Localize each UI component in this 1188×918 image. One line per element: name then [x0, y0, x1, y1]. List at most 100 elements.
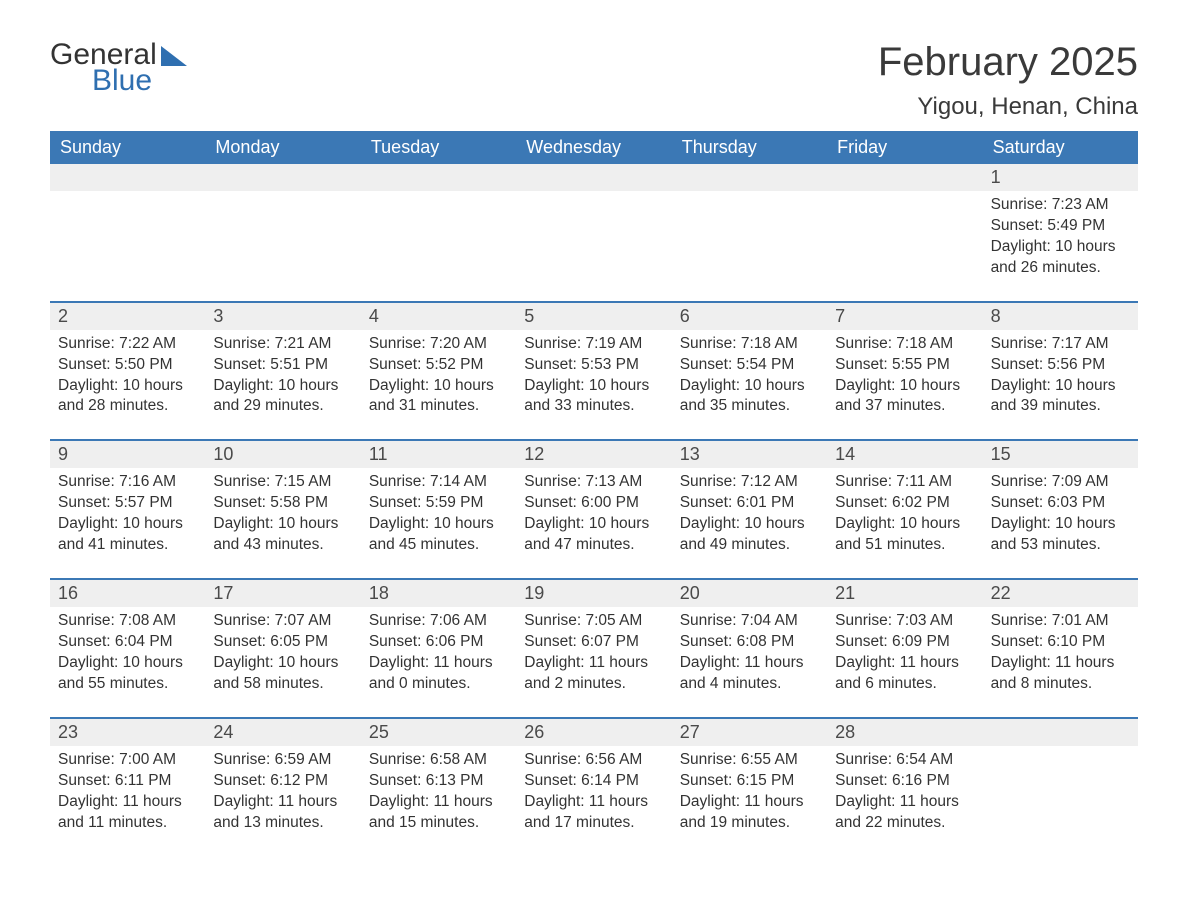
day-number [672, 164, 827, 191]
day-cell: Sunrise: 7:07 AMSunset: 6:05 PMDaylight:… [205, 607, 360, 705]
sunset-text: Sunset: 6:10 PM [991, 632, 1130, 653]
day-number: 27 [672, 719, 827, 746]
sunset-text: Sunset: 6:06 PM [369, 632, 508, 653]
day-cell: Sunrise: 7:21 AMSunset: 5:51 PMDaylight:… [205, 330, 360, 428]
day-cell: Sunrise: 7:05 AMSunset: 6:07 PMDaylight:… [516, 607, 671, 705]
calendar-week: 232425262728 Sunrise: 7:00 AMSunset: 6:11… [50, 717, 1138, 844]
day-cell [50, 191, 205, 289]
daylight-text: Daylight: 10 hours and 26 minutes. [991, 237, 1130, 279]
day-number: 16 [50, 580, 205, 607]
day-cell: Sunrise: 7:06 AMSunset: 6:06 PMDaylight:… [361, 607, 516, 705]
day-number [50, 164, 205, 191]
sunrise-text: Sunrise: 7:00 AM [58, 750, 197, 771]
day-number: 14 [827, 441, 982, 468]
day-number: 1 [983, 164, 1138, 191]
dow-saturday: Saturday [983, 131, 1138, 164]
day-number: 25 [361, 719, 516, 746]
day-cell: Sunrise: 7:01 AMSunset: 6:10 PMDaylight:… [983, 607, 1138, 705]
dow-sunday: Sunday [50, 131, 205, 164]
sunset-text: Sunset: 5:51 PM [213, 355, 352, 376]
day-number: 5 [516, 303, 671, 330]
daylight-text: Daylight: 10 hours and 39 minutes. [991, 376, 1130, 418]
day-cell: Sunrise: 6:56 AMSunset: 6:14 PMDaylight:… [516, 746, 671, 844]
day-number: 24 [205, 719, 360, 746]
day-cell: Sunrise: 7:09 AMSunset: 6:03 PMDaylight:… [983, 468, 1138, 566]
daylight-text: Daylight: 10 hours and 35 minutes. [680, 376, 819, 418]
day-number: 11 [361, 441, 516, 468]
sunset-text: Sunset: 6:08 PM [680, 632, 819, 653]
day-cell: Sunrise: 7:03 AMSunset: 6:09 PMDaylight:… [827, 607, 982, 705]
sunset-text: Sunset: 6:01 PM [680, 493, 819, 514]
day-cell [205, 191, 360, 289]
calendar: Sunday Monday Tuesday Wednesday Thursday… [50, 131, 1138, 843]
sunrise-text: Sunrise: 7:08 AM [58, 611, 197, 632]
sunrise-text: Sunrise: 7:09 AM [991, 472, 1130, 493]
day-cell: Sunrise: 7:12 AMSunset: 6:01 PMDaylight:… [672, 468, 827, 566]
day-number: 18 [361, 580, 516, 607]
day-number-row: 232425262728 [50, 719, 1138, 746]
day-number: 6 [672, 303, 827, 330]
day-number: 9 [50, 441, 205, 468]
day-number [516, 164, 671, 191]
day-number: 17 [205, 580, 360, 607]
sunset-text: Sunset: 5:53 PM [524, 355, 663, 376]
sunrise-text: Sunrise: 7:23 AM [991, 195, 1130, 216]
daylight-text: Daylight: 10 hours and 49 minutes. [680, 514, 819, 556]
sunrise-text: Sunrise: 6:59 AM [213, 750, 352, 771]
daylight-text: Daylight: 10 hours and 29 minutes. [213, 376, 352, 418]
daylight-text: Daylight: 11 hours and 4 minutes. [680, 653, 819, 695]
sunset-text: Sunset: 6:11 PM [58, 771, 197, 792]
daylight-text: Daylight: 11 hours and 13 minutes. [213, 792, 352, 834]
day-number: 2 [50, 303, 205, 330]
calendar-week: 2345678Sunrise: 7:22 AMSunset: 5:50 PMDa… [50, 301, 1138, 428]
day-cell: Sunrise: 7:23 AMSunset: 5:49 PMDaylight:… [983, 191, 1138, 289]
day-number: 7 [827, 303, 982, 330]
day-number: 28 [827, 719, 982, 746]
day-number: 13 [672, 441, 827, 468]
day-cell [672, 191, 827, 289]
sunrise-text: Sunrise: 6:56 AM [524, 750, 663, 771]
day-cell: Sunrise: 6:55 AMSunset: 6:15 PMDaylight:… [672, 746, 827, 844]
sunrise-text: Sunrise: 7:07 AM [213, 611, 352, 632]
daylight-text: Daylight: 11 hours and 19 minutes. [680, 792, 819, 834]
sunset-text: Sunset: 6:07 PM [524, 632, 663, 653]
daylight-text: Daylight: 10 hours and 45 minutes. [369, 514, 508, 556]
sunset-text: Sunset: 5:58 PM [213, 493, 352, 514]
day-number-row: 16171819202122 [50, 580, 1138, 607]
day-cell: Sunrise: 6:58 AMSunset: 6:13 PMDaylight:… [361, 746, 516, 844]
sunset-text: Sunset: 5:52 PM [369, 355, 508, 376]
daylight-text: Daylight: 10 hours and 31 minutes. [369, 376, 508, 418]
dow-wednesday: Wednesday [516, 131, 671, 164]
sunrise-text: Sunrise: 7:15 AM [213, 472, 352, 493]
weeks-container: 1Sunrise: 7:23 AMSunset: 5:49 PMDaylight… [50, 164, 1138, 843]
day-cell: Sunrise: 7:16 AMSunset: 5:57 PMDaylight:… [50, 468, 205, 566]
day-number: 4 [361, 303, 516, 330]
sunset-text: Sunset: 6:12 PM [213, 771, 352, 792]
daylight-text: Daylight: 11 hours and 15 minutes. [369, 792, 508, 834]
day-number-row: 9101112131415 [50, 441, 1138, 468]
sunrise-text: Sunrise: 7:19 AM [524, 334, 663, 355]
sunset-text: Sunset: 5:59 PM [369, 493, 508, 514]
dow-friday: Friday [827, 131, 982, 164]
daylight-text: Daylight: 10 hours and 33 minutes. [524, 376, 663, 418]
sunset-text: Sunset: 5:49 PM [991, 216, 1130, 237]
calendar-week: 1Sunrise: 7:23 AMSunset: 5:49 PMDaylight… [50, 164, 1138, 289]
sunrise-text: Sunrise: 7:05 AM [524, 611, 663, 632]
day-number: 12 [516, 441, 671, 468]
day-cell: Sunrise: 7:04 AMSunset: 6:08 PMDaylight:… [672, 607, 827, 705]
sunrise-text: Sunrise: 7:04 AM [680, 611, 819, 632]
day-number-row: 1 [50, 164, 1138, 191]
day-number: 15 [983, 441, 1138, 468]
sunset-text: Sunset: 6:02 PM [835, 493, 974, 514]
dow-monday: Monday [205, 131, 360, 164]
day-cell [361, 191, 516, 289]
day-of-week-header: Sunday Monday Tuesday Wednesday Thursday… [50, 131, 1138, 164]
day-number [827, 164, 982, 191]
day-number: 21 [827, 580, 982, 607]
title-block: February 2025 Yigou, Henan, China [878, 40, 1138, 121]
header: General Blue February 2025 Yigou, Henan,… [50, 40, 1138, 121]
daylight-text: Daylight: 10 hours and 37 minutes. [835, 376, 974, 418]
sunset-text: Sunset: 6:00 PM [524, 493, 663, 514]
sunrise-text: Sunrise: 7:21 AM [213, 334, 352, 355]
daylight-text: Daylight: 10 hours and 55 minutes. [58, 653, 197, 695]
